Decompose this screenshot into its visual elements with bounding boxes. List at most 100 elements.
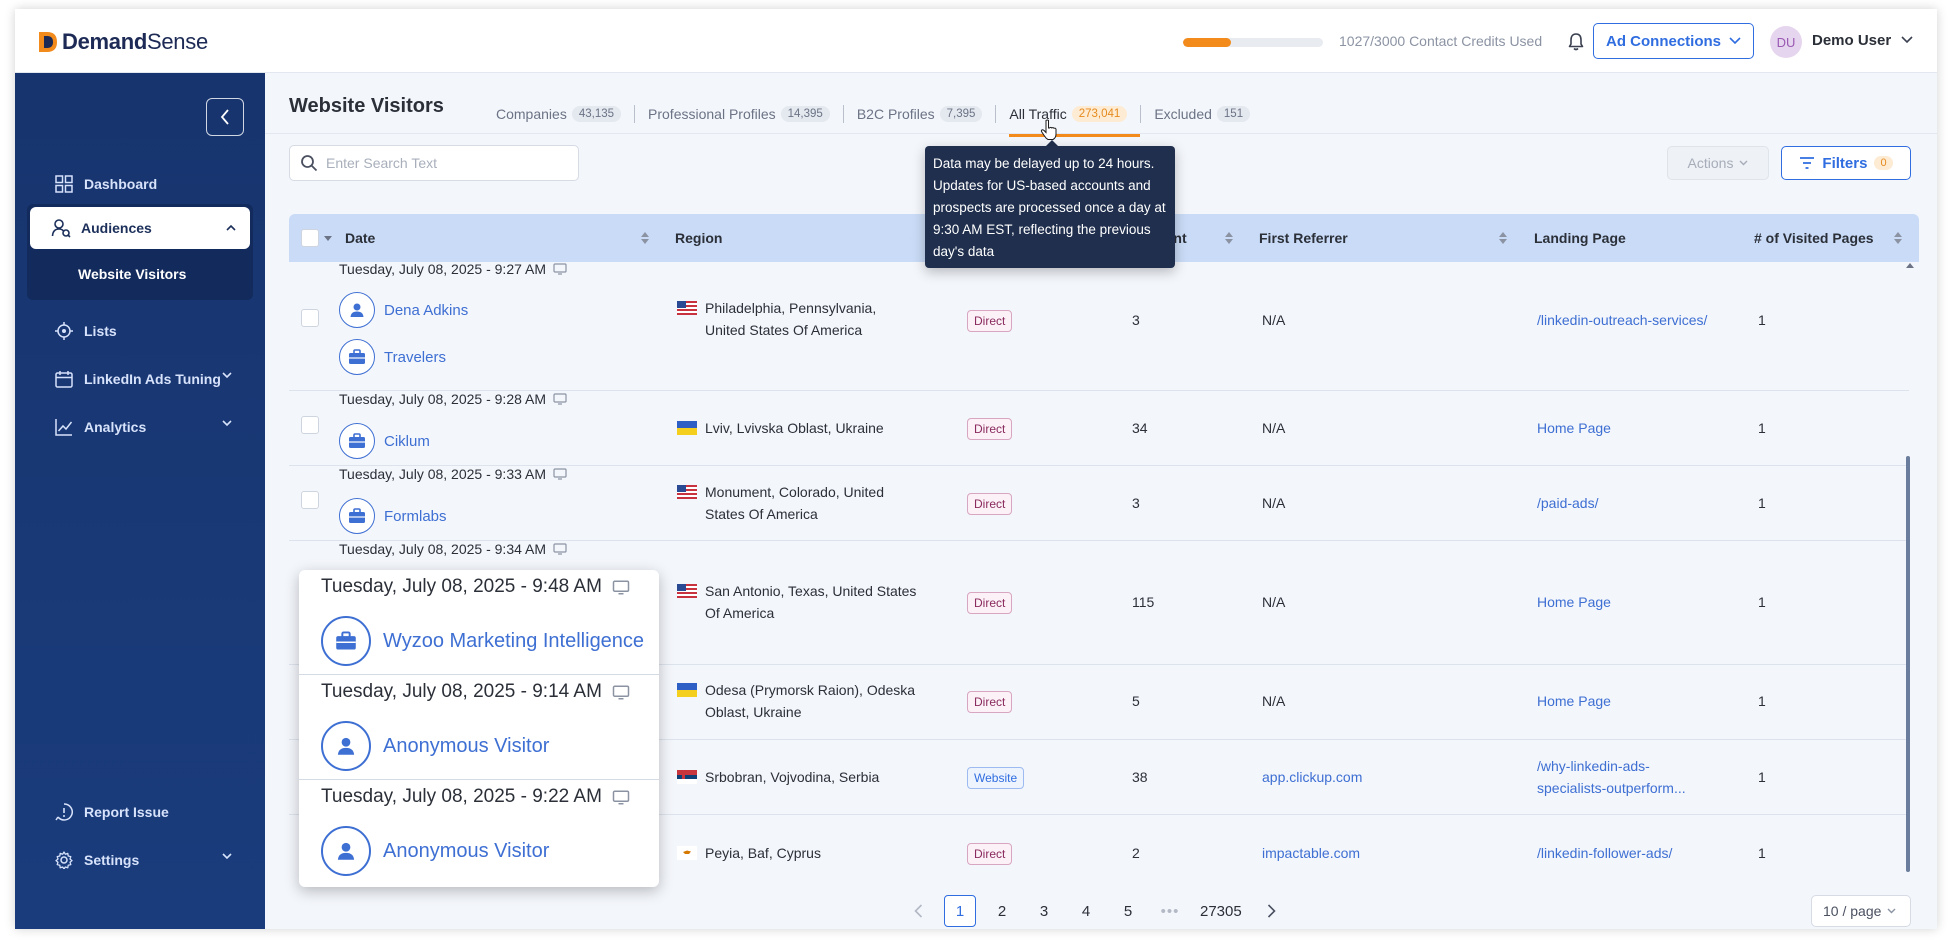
user-name[interactable]: Demo User xyxy=(1812,32,1892,49)
column-header-source[interactable]: Source xyxy=(885,230,933,246)
table-row[interactable]: Odesa (Prymorsk Raion), Odeska Oblast, U… xyxy=(289,665,1909,740)
calendar-icon xyxy=(55,371,73,388)
chevron-down-icon xyxy=(1729,37,1741,45)
prev-page-button[interactable] xyxy=(902,895,934,927)
table-row[interactable]: Tuesday, July 08, 2025 - 9:34 AM San Ant… xyxy=(289,541,1909,665)
first-referrer-link[interactable]: app.clickup.com xyxy=(1262,769,1363,785)
briefcase-icon xyxy=(339,339,375,375)
page-button-last[interactable]: 27305 xyxy=(1200,902,1242,920)
page-button-1[interactable]: 1 xyxy=(944,895,976,927)
visited-pages-count: 1 xyxy=(1758,420,1766,436)
popover-company-link[interactable]: Wyzoo Marketing Intelligence xyxy=(321,616,644,666)
select-all[interactable] xyxy=(301,214,332,262)
ad-connections-button[interactable]: Ad Connections xyxy=(1593,23,1754,59)
page-size-select[interactable]: 10 / page xyxy=(1811,895,1911,927)
landing-page-link[interactable]: Home Page xyxy=(1537,693,1611,709)
table-row[interactable]: Tuesday, July 08, 2025 - 9:27 AM Dena Ad… xyxy=(289,262,1909,391)
landing-page-link[interactable]: /why-linkedin-ads-specialists-outperform… xyxy=(1537,758,1686,796)
search-box xyxy=(289,145,579,181)
briefcase-icon xyxy=(321,616,371,666)
tab-companies[interactable]: Companies 43,135 xyxy=(483,98,634,130)
source-badge: Direct xyxy=(967,310,1013,332)
tab-excluded[interactable]: Excluded 151 xyxy=(1141,98,1263,130)
tab-all-traffic[interactable]: All Traffic 273,041 xyxy=(996,98,1141,137)
select-all-checkbox[interactable] xyxy=(301,229,319,247)
row-checkbox[interactable] xyxy=(301,309,319,327)
chevron-right-icon xyxy=(1268,904,1276,918)
landing-page-link[interactable]: Home Page xyxy=(1537,594,1611,610)
visited-pages-count: 1 xyxy=(1758,769,1766,785)
page-button-4[interactable]: 4 xyxy=(1081,902,1091,920)
popover-person-link[interactable]: Anonymous Visitor xyxy=(321,826,549,876)
landing-page-link[interactable]: Home Page xyxy=(1537,420,1611,436)
column-header-visited-pages[interactable]: # of Visited Pages xyxy=(1754,230,1874,246)
table-scrollbar[interactable] xyxy=(1906,456,1910,872)
actions-button[interactable]: Actions xyxy=(1667,146,1769,180)
sidebar-item-report-issue[interactable]: Report Issue xyxy=(30,792,250,832)
page-button-3[interactable]: 3 xyxy=(1039,902,1049,920)
popover-entry[interactable]: Tuesday, July 08, 2025 - 9:22 AM Anonymo… xyxy=(299,780,659,885)
sidebar-item-dashboard[interactable]: Dashboard xyxy=(30,164,250,204)
collapse-sidebar-button[interactable] xyxy=(206,98,244,136)
region-cell: Monument, Colorado, United States Of Ame… xyxy=(677,481,917,525)
visitor-company-link[interactable]: Formlabs xyxy=(339,498,447,534)
popover-entry[interactable]: Tuesday, July 08, 2025 - 9:48 AM Wyzoo M… xyxy=(299,570,659,675)
first-referrer-link[interactable]: impactable.com xyxy=(1262,845,1361,861)
page-button-2[interactable]: 2 xyxy=(997,902,1007,920)
column-header-first-referrer[interactable]: First Referrer xyxy=(1259,230,1348,246)
row-checkbox[interactable] xyxy=(301,491,319,509)
visit-count: 2 xyxy=(1132,845,1140,861)
sidebar-item-audiences[interactable]: Audiences xyxy=(30,207,250,249)
page-ellipsis[interactable]: ••• xyxy=(1160,902,1180,920)
row-checkbox[interactable] xyxy=(301,416,319,434)
filters-button[interactable]: Filters 0 xyxy=(1781,146,1911,180)
sidebar-item-label: Analytics xyxy=(84,419,147,435)
tab-professional-profiles[interactable]: Professional Profiles 14,395 xyxy=(635,98,843,130)
avatar[interactable]: DU xyxy=(1770,26,1802,58)
sort-icon[interactable] xyxy=(1894,231,1902,245)
app-window: DemandSense 1027/3000 Contact Credits Us… xyxy=(15,9,1937,929)
popover-person-link[interactable]: Anonymous Visitor xyxy=(321,721,549,771)
visit-count: 38 xyxy=(1132,769,1148,785)
tab-b2c-profiles[interactable]: B2C Profiles 7,395 xyxy=(844,98,996,130)
sidebar-subitem-website-visitors[interactable]: Website Visitors xyxy=(78,266,187,282)
tab-count-badge: 273,041 xyxy=(1071,106,1128,122)
sidebar-item-analytics[interactable]: Analytics xyxy=(30,407,250,447)
bell-icon[interactable] xyxy=(1567,32,1585,52)
chevron-down-icon[interactable] xyxy=(1901,36,1913,44)
caret-down-icon[interactable] xyxy=(324,235,332,241)
column-header-region[interactable]: Region xyxy=(675,230,723,246)
region-cell: Philadelphia, Pennsylvania, United State… xyxy=(677,297,917,341)
sidebar-item-label: Audiences xyxy=(81,220,152,236)
visit-datetime: Tuesday, July 08, 2025 - 9:28 AM xyxy=(339,391,567,407)
sort-icon[interactable] xyxy=(1225,231,1233,245)
visitor-company-link[interactable]: Travelers xyxy=(339,339,446,375)
column-header-landing-page[interactable]: Landing Page xyxy=(1534,230,1626,246)
search-input[interactable] xyxy=(326,155,566,171)
sort-icon[interactable] xyxy=(1499,231,1507,245)
desktop-icon xyxy=(612,790,630,804)
landing-page-link[interactable]: /linkedin-follower-ads/ xyxy=(1537,845,1673,861)
table-row[interactable]: Tuesday, July 08, 2025 - 9:33 AM Formlab… xyxy=(289,466,1909,541)
table-row[interactable]: Tuesday, July 08, 2025 - 9:28 AM Ciklum … xyxy=(289,391,1909,466)
sort-icon[interactable] xyxy=(641,231,649,245)
column-header-date[interactable]: Date xyxy=(345,230,376,246)
visit-datetime: Tuesday, July 08, 2025 - 9:33 AM xyxy=(339,466,567,482)
next-page-button[interactable] xyxy=(1256,895,1288,927)
visitor-person-link[interactable]: Dena Adkins xyxy=(339,292,468,328)
brand-logo[interactable]: DemandSense xyxy=(37,29,208,55)
visitor-company-link[interactable]: Ciklum xyxy=(339,423,430,459)
source-badge: Direct xyxy=(967,691,1013,713)
sidebar-item-lists[interactable]: Lists xyxy=(30,311,250,351)
popover-entry[interactable]: Tuesday, July 08, 2025 - 9:14 AM Anonymo… xyxy=(299,675,659,780)
sidebar-item-linkedin-ads-tuning[interactable]: LinkedIn Ads Tuning xyxy=(30,359,250,399)
landing-page-link[interactable]: /paid-ads/ xyxy=(1537,495,1599,511)
page-button-5[interactable]: 5 xyxy=(1123,902,1133,920)
sidebar-item-settings[interactable]: Settings xyxy=(30,840,250,880)
landing-page-link[interactable]: /linkedin-outreach-services/ xyxy=(1537,312,1708,328)
report-icon xyxy=(55,803,73,821)
desktop-icon xyxy=(553,468,567,480)
table-row[interactable]: Srbobran, Vojvodina, Serbia Website 38 a… xyxy=(289,740,1909,815)
table-row[interactable]: Peyia, Baf, Cyprus Direct 2 impactable.c… xyxy=(289,815,1909,880)
scroll-up-icon[interactable] xyxy=(1906,263,1914,268)
